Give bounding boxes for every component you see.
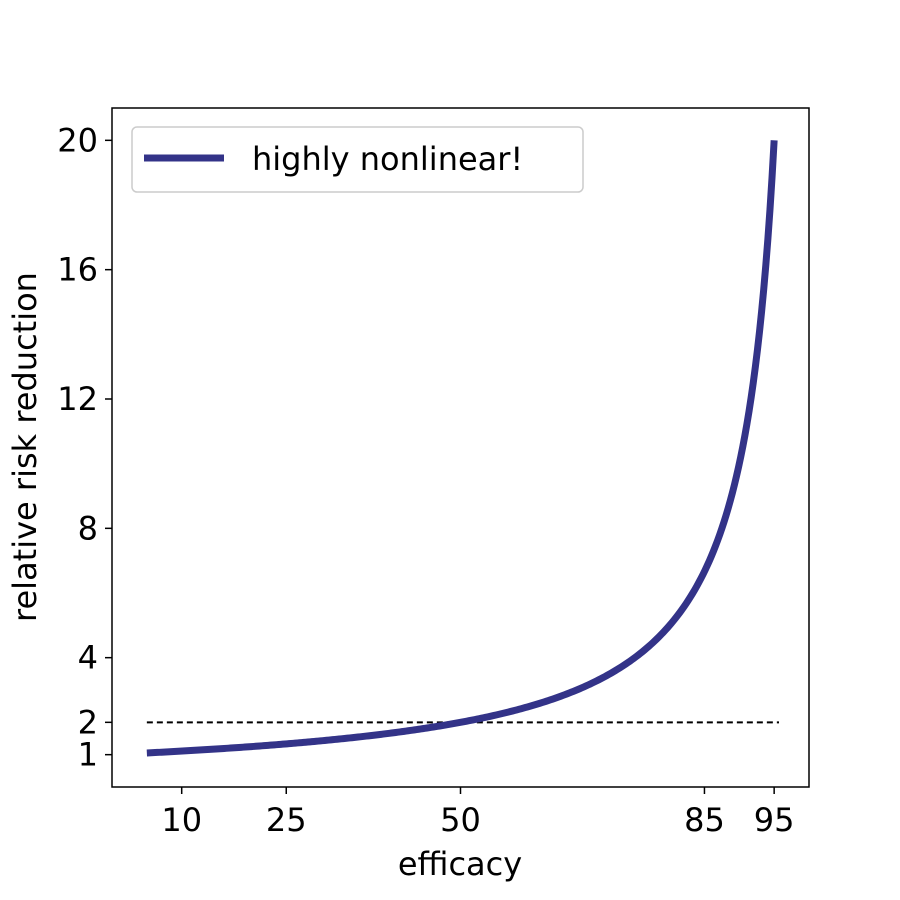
y-tick-label: 20 [57,121,98,159]
x-tick-label: 25 [266,801,307,839]
x-tick-label: 95 [754,801,795,839]
x-tick-label: 50 [440,801,481,839]
y-axis-ticks: 12 4 8 12 16 20 [57,121,112,774]
y-tick-label: 2 [78,703,98,741]
series-line [145,140,778,757]
y-tick-label: 8 [78,509,98,547]
legend-label: highly nonlinear! [252,140,523,178]
y-tick-label: 12 [57,380,98,418]
legend-box [131,126,584,193]
x-axis-ticks: 10 25 50 85 95 [161,787,795,839]
legend: highly nonlinear! [131,126,584,193]
x-axis-title: efficacy [398,845,522,883]
y-tick-label: 1 [78,736,98,774]
y-axis-title: relative risk reduction [6,272,44,622]
x-tick-label: 85 [684,801,725,839]
y-tick-label: 4 [78,639,98,677]
plot-area [111,107,810,788]
y-tick-label: 16 [57,251,98,289]
x-tick-label: 10 [161,801,202,839]
